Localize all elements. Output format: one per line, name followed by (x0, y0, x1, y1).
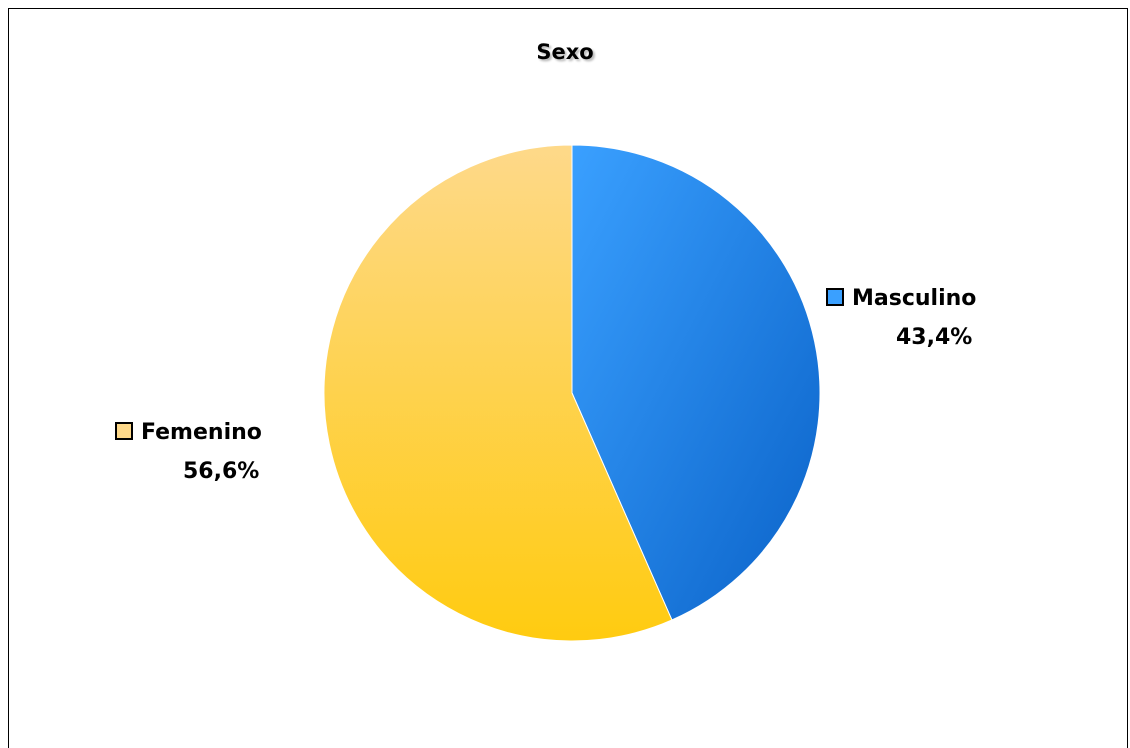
slice-name-femenino: Femenino (141, 420, 262, 445)
pie-chart (323, 144, 821, 642)
slice-value-masculino: 43,4% (896, 325, 973, 350)
slice-label-masculino: Masculino 43,4% (826, 286, 976, 350)
chart-frame (8, 8, 1128, 748)
slice-value-femenino: 56,6% (183, 459, 260, 484)
legend-swatch-femenino (115, 422, 133, 440)
chart-title: Sexo (536, 40, 594, 64)
legend-swatch-masculino (826, 288, 844, 306)
slice-name-masculino: Masculino (852, 286, 977, 311)
pie-slice-femenino (323, 144, 673, 642)
pie-slice-masculino (571, 144, 821, 621)
slice-label-femenino: Femenino 56,6% (115, 420, 262, 484)
